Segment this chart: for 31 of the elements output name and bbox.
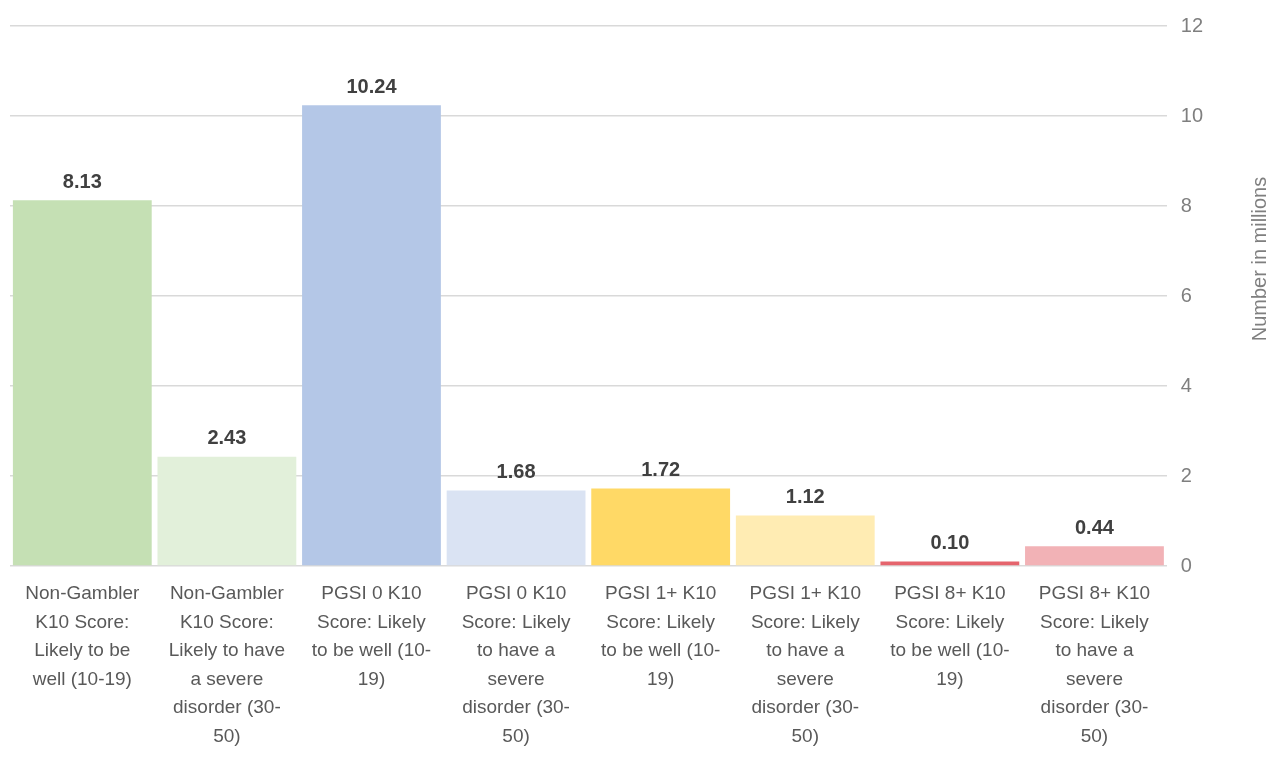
y-tick-label: 10 bbox=[1180, 103, 1203, 126]
bar bbox=[302, 105, 441, 566]
bar bbox=[591, 488, 731, 566]
x-tick-label: PGSI 1+ K10 Score: Likely to be well (10-19) bbox=[601, 582, 721, 689]
bar bbox=[157, 456, 297, 566]
y-tick-label: 0 bbox=[1180, 553, 1192, 576]
y-axis-title: Number in millions bbox=[1247, 176, 1270, 342]
x-tick-label: PGSI 8+ K10 Score: Likely to have a severe disorder (30-50) bbox=[1038, 582, 1151, 746]
data-label: 1.12 bbox=[785, 485, 825, 508]
data-label: 10.24 bbox=[346, 74, 398, 97]
data-label: 8.13 bbox=[62, 169, 102, 192]
y-tick-label: 12 bbox=[1180, 13, 1203, 36]
bar bbox=[1025, 546, 1164, 566]
bar bbox=[12, 200, 152, 566]
bar bbox=[446, 490, 586, 566]
x-tick-label: PGSI 1+ K10 Score: Likely to have a severe disorder (30-50) bbox=[749, 582, 861, 746]
data-label: 0.44 bbox=[1074, 515, 1115, 538]
data-label: 1.68 bbox=[496, 459, 536, 482]
y-tick-label: 6 bbox=[1180, 283, 1192, 306]
x-tick-label: PGSI 0 K10 Score: Likely to be well (10-19) bbox=[311, 582, 432, 689]
x-tick-label: Non-Gambler K10 Score: Likely to be well (10-19) bbox=[25, 582, 140, 689]
x-tick-label: PGSI 0 K10 Score: Likely to have a severe disorder (30-50) bbox=[461, 582, 571, 746]
data-label: 0.10 bbox=[930, 531, 970, 554]
bar bbox=[735, 515, 875, 566]
y-tick-label: 4 bbox=[1180, 373, 1192, 396]
x-tick-label: PGSI 8+ K10 Score: Likely to be well (10-19) bbox=[890, 582, 1010, 689]
data-label: 2.43 bbox=[207, 426, 247, 449]
y-tick-label: 8 bbox=[1180, 193, 1192, 216]
y-tick-label: 2 bbox=[1180, 463, 1192, 486]
x-tick-label: Non-Gambler K10 Score: Likely to have a severe disorder (30-50) bbox=[168, 582, 285, 746]
data-label: 1.72 bbox=[641, 458, 681, 481]
